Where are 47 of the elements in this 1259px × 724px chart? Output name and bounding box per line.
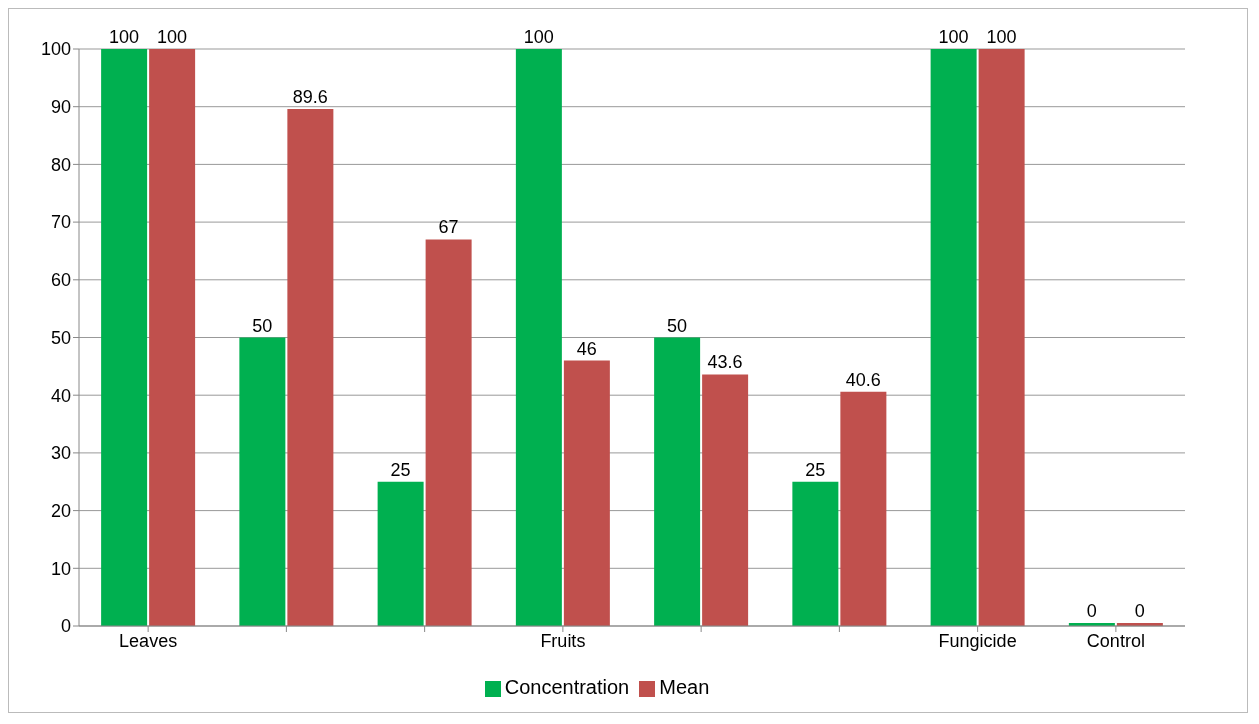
- y-tick-label: 10: [50, 558, 71, 579]
- data-label: 0: [1134, 601, 1145, 621]
- bar: [149, 49, 196, 626]
- data-label: 50: [252, 315, 273, 336]
- data-label: 46: [576, 338, 597, 359]
- data-label: 25: [805, 459, 826, 480]
- data-label: 100: [109, 27, 140, 47]
- y-tick-label: 100: [40, 39, 71, 60]
- bar: [840, 391, 887, 626]
- data-label: 100: [523, 27, 554, 47]
- y-tick-label: 20: [50, 500, 71, 521]
- bar: [515, 49, 562, 626]
- data-label: 50: [667, 315, 688, 336]
- data-label: 100: [986, 27, 1017, 47]
- data-label: 67: [438, 217, 459, 238]
- x-tick-label: Fruits: [540, 630, 586, 651]
- data-label: 100: [157, 27, 188, 47]
- data-label: 0: [1086, 601, 1097, 621]
- legend-label: Mean: [659, 676, 710, 698]
- y-tick-label: 50: [50, 327, 71, 348]
- data-label: 89.6: [292, 87, 328, 108]
- bar: [377, 481, 424, 626]
- bar: [654, 337, 701, 626]
- bar: [930, 49, 977, 626]
- data-label: 100: [938, 27, 969, 47]
- y-tick-label: 80: [50, 154, 71, 175]
- bar: [101, 49, 148, 626]
- bar: [563, 360, 610, 626]
- bar: [287, 109, 334, 626]
- y-tick-label: 70: [50, 212, 71, 233]
- data-label: 43.6: [707, 352, 743, 373]
- bar: [978, 49, 1025, 626]
- data-label: 25: [390, 459, 411, 480]
- x-tick-label: Fungicide: [938, 630, 1017, 651]
- bar: [425, 239, 472, 626]
- x-tick-label: Control: [1086, 630, 1145, 651]
- y-tick-label: 40: [50, 385, 71, 406]
- y-tick-label: 30: [50, 443, 71, 464]
- y-tick-label: 0: [60, 616, 71, 637]
- legend-label: Concentration: [504, 676, 630, 698]
- x-tick-label: Leaves: [119, 630, 178, 651]
- y-tick-label: 60: [50, 270, 71, 291]
- bar: [702, 374, 749, 626]
- y-tick-label: 90: [50, 97, 71, 118]
- data-label: 40.6: [845, 369, 881, 390]
- bar: [239, 337, 286, 626]
- bar: [792, 481, 839, 626]
